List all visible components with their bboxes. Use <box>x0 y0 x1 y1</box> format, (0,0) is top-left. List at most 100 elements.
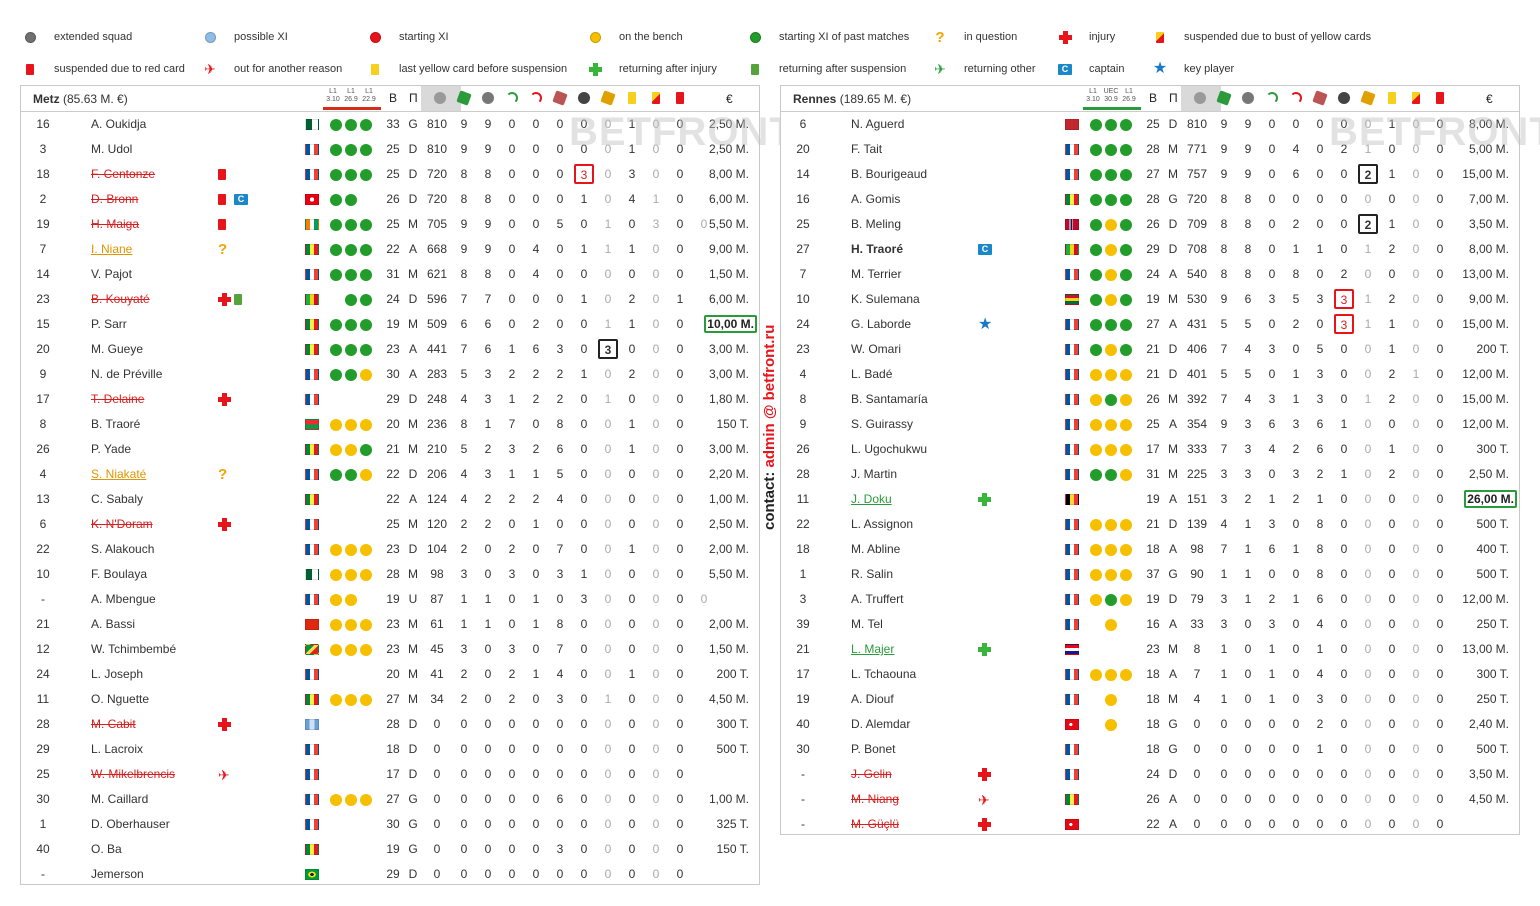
player-name[interactable]: M. Tel <box>851 617 883 631</box>
player-row[interactable]: - M. Güçlü 22 A 0 0 0 0 0 0 0 0 0 0 0 <box>781 812 1519 837</box>
player-name[interactable]: K. Sulemana <box>851 292 920 306</box>
player-row[interactable]: 1 R. Salin 37 G 90 1 1 0 0 8 0 0 0 0 0 500 T. <box>781 562 1519 587</box>
player-name[interactable]: B. Santamaría <box>851 392 928 406</box>
player-name[interactable]: R. Salin <box>851 567 894 581</box>
player-row[interactable]: - Jemerson 29 D 0 0 0 0 0 0 0 0 0 0 0 <box>21 862 759 887</box>
player-name[interactable]: B. Kouyaté <box>91 292 150 306</box>
player-row[interactable]: 9 N. de Préville 30 A 283 5 3 2 2 2 1 0 2 0 0 3,00 M. <box>21 362 759 387</box>
player-name[interactable]: W. Tchimbembé <box>91 642 177 656</box>
player-row[interactable]: 40 O. Ba 19 G 0 0 0 0 0 3 0 0 0 0 0 150 T. <box>21 837 759 862</box>
player-row[interactable]: 11 O. Nguette 27 M 34 2 0 2 0 3 0 1 0 0 0 4,50 M. <box>21 687 759 712</box>
player-name[interactable]: A. Diouf <box>851 692 894 706</box>
player-name[interactable]: M. Cabit <box>91 717 136 731</box>
player-row[interactable]: 19 A. Diouf 18 M 4 1 0 1 0 3 0 0 0 0 0 250 T. <box>781 687 1519 712</box>
player-row[interactable]: 6 K. N'Doram 25 M 120 2 2 0 1 0 0 0 0 0 0 2,50 M. <box>21 512 759 537</box>
player-name[interactable]: A. Oukidja <box>91 117 147 131</box>
player-name[interactable]: S. Alakouch <box>91 542 155 556</box>
player-row[interactable]: 21 L. Majer 23 M 8 1 0 1 0 1 0 0 0 0 0 13,00 M. <box>781 637 1519 662</box>
player-name[interactable]: N. Aguerd <box>851 117 905 131</box>
player-name[interactable]: T. Delaine <box>91 392 145 406</box>
player-name[interactable]: S. Guirassy <box>851 417 914 431</box>
player-row[interactable]: 10 F. Boulaya 28 M 98 3 0 3 0 3 1 0 0 0 0 5,50 M. <box>21 562 759 587</box>
player-name[interactable]: W. Omari <box>851 342 901 356</box>
player-name[interactable]: L. Joseph <box>91 667 144 681</box>
player-row[interactable]: - M. Niang ✈ 26 A 0 0 0 0 0 0 0 0 0 0 0 4,50 M. <box>781 787 1519 812</box>
player-row[interactable]: 30 P. Bonet 18 G 0 0 0 0 0 1 0 0 0 0 0 500 T. <box>781 737 1519 762</box>
player-name[interactable]: M. Niang <box>851 792 900 806</box>
player-name[interactable]: C. Sabaly <box>91 492 144 506</box>
player-name[interactable]: M. Terrier <box>851 267 902 281</box>
player-name[interactable]: J. Martin <box>851 467 898 481</box>
player-row[interactable]: - A. Mbengue 19 U 87 1 1 0 1 0 3 0 0 0 0 0 <box>21 587 759 612</box>
player-name[interactable]: M. Caillard <box>91 792 149 806</box>
player-row[interactable]: 23 W. Omari 21 D 406 7 4 3 0 5 0 0 1 0 0 200 T. <box>781 337 1519 362</box>
player-name[interactable]: W. Mikelbrencis <box>91 767 176 781</box>
player-name[interactable]: G. Laborde <box>851 317 912 331</box>
player-row[interactable]: 10 K. Sulemana 19 M 530 9 6 3 5 3 3 1 2 0 0 9,00 M. <box>781 287 1519 312</box>
player-row[interactable]: 24 L. Joseph 20 M 41 2 0 2 1 4 0 0 1 0 0 200 T. <box>21 662 759 687</box>
player-name[interactable]: D. Alemdar <box>851 717 911 731</box>
player-row[interactable]: 26 L. Ugochukwu 17 M 333 7 3 4 2 6 0 0 1 0 0 300 T. <box>781 437 1519 462</box>
player-row[interactable]: 8 B. Santamaría 26 M 392 7 4 3 1 3 0 1 2 0 0 15,00 M. <box>781 387 1519 412</box>
player-row[interactable]: 39 M. Tel 16 A 33 3 0 3 0 4 0 0 0 0 0 250 T. <box>781 612 1519 637</box>
player-row[interactable]: 17 T. Delaine 29 D 248 4 3 1 2 2 0 1 0 0 0 1,80 M. <box>21 387 759 412</box>
player-row[interactable]: 24 G. Laborde ★ 27 A 431 5 5 0 2 0 3 1 1 0 0 15,00 M. <box>781 312 1519 337</box>
player-row[interactable]: 1 D. Oberhauser 30 G 0 0 0 0 0 0 0 0 0 0 0 325 T. <box>21 812 759 837</box>
player-row[interactable]: 19 H. Maiga 25 M 705 9 9 0 0 5 0 1 0 3 0 0 5,50 M. <box>21 212 759 237</box>
player-name[interactable]: O. Nguette <box>91 692 150 706</box>
player-row[interactable]: 29 L. Lacroix 18 D 0 0 0 0 0 0 0 0 0 0 0 500 T. <box>21 737 759 762</box>
player-name[interactable]: B. Meling <box>851 217 902 231</box>
player-row[interactable]: 22 L. Assignon 21 D 139 4 1 3 0 8 0 0 0 0 0 500 T. <box>781 512 1519 537</box>
player-name[interactable]: B. Bourigeaud <box>851 167 928 181</box>
player-name[interactable]: H. Traoré <box>851 242 904 256</box>
player-name[interactable]: F. Boulaya <box>91 567 148 581</box>
player-row[interactable]: 15 P. Sarr 19 M 509 6 6 0 2 0 0 1 1 0 0 10,00 M. <box>21 312 759 337</box>
player-name[interactable]: L. Assignon <box>851 517 914 531</box>
player-name[interactable]: L. Majer <box>851 642 895 656</box>
player-name[interactable]: N. de Préville <box>91 367 163 381</box>
player-row[interactable]: 11 J. Doku 19 A 151 3 2 1 2 1 0 0 0 0 0 26,00 M. <box>781 487 1519 512</box>
player-name[interactable]: V. Pajot <box>91 267 132 281</box>
player-row[interactable]: 7 I. Niane? 22 A 668 9 9 0 4 0 1 1 1 0 0 9,00 M. <box>21 237 759 262</box>
player-row[interactable]: 3 A. Truffert 19 D 79 3 1 2 1 6 0 0 0 0 0 12,00 M. <box>781 587 1519 612</box>
player-row[interactable]: 4 L. Badé 21 D 401 5 5 0 1 3 0 0 2 1 0 12,00 M. <box>781 362 1519 387</box>
player-name[interactable]: K. N'Doram <box>91 517 153 531</box>
player-row[interactable]: 21 A. Bassi 23 M 61 1 1 0 1 8 0 0 0 0 0 2,00 M. <box>21 612 759 637</box>
player-name[interactable]: A. Gomis <box>851 192 901 206</box>
player-name[interactable]: O. Ba <box>91 842 122 856</box>
player-row[interactable]: 13 C. Sabaly 22 A 124 4 2 2 2 4 0 0 0 0 0 1,00 M. <box>21 487 759 512</box>
player-row[interactable]: 14 B. Bourigeaud 27 M 757 9 9 0 6 0 0 2 1 0 0 15,00 M. <box>781 162 1519 187</box>
player-name[interactable]: P. Bonet <box>851 742 896 756</box>
player-name[interactable]: J. Gelin <box>851 767 892 781</box>
player-name[interactable]: M. Udol <box>91 142 133 156</box>
player-name[interactable]: L. Tchaouna <box>851 667 917 681</box>
player-row[interactable]: 17 L. Tchaouna 18 A 7 1 0 1 0 4 0 0 0 0 0 300 T. <box>781 662 1519 687</box>
player-name[interactable]: S. Niakaté <box>91 467 147 481</box>
player-row[interactable]: 30 M. Caillard 27 G 0 0 0 0 0 6 0 0 0 0 0 1,00 M. <box>21 787 759 812</box>
player-row[interactable]: 22 S. Alakouch 23 D 104 2 0 2 0 7 0 0 1 0 0 2,00 M. <box>21 537 759 562</box>
player-row[interactable]: 20 M. Gueye 23 A 441 7 6 1 6 3 0 3 0 0 0 3,00 M. <box>21 337 759 362</box>
player-row[interactable]: 3 M. Udol 25 D 810 9 9 0 0 0 0 0 1 0 0 2,50 M. <box>21 137 759 162</box>
player-row[interactable]: 16 A. Oukidja 33 G 810 9 9 0 0 0 0 0 1 0 0 2,50 M. <box>21 112 759 137</box>
player-name[interactable]: D. Oberhauser <box>91 817 170 831</box>
player-name[interactable]: L. Ugochukwu <box>851 442 928 456</box>
player-name[interactable]: L. Lacroix <box>91 742 144 756</box>
player-row[interactable]: 25 W. Mikelbrencis ✈ 17 D 0 0 0 0 0 0 0 0 0 0 0 <box>21 762 759 787</box>
player-name[interactable]: H. Maiga <box>91 217 140 231</box>
player-row[interactable]: 9 S. Guirassy 25 A 354 9 3 6 3 6 1 0 0 0 0 12,00 M. <box>781 412 1519 437</box>
player-name[interactable]: M. Güçlü <box>851 817 900 831</box>
player-row[interactable]: 2 D. Bronn C 26 D 720 8 8 0 0 0 1 0 4 1 0 6,00 M. <box>21 187 759 212</box>
player-row[interactable]: 23 B. Kouyaté 24 D 596 7 7 0 0 0 1 0 2 0 1 6,00 M. <box>21 287 759 312</box>
player-name[interactable]: L. Badé <box>851 367 893 381</box>
player-name[interactable]: P. Sarr <box>91 317 127 331</box>
player-row[interactable]: 14 V. Pajot 31 M 621 8 8 0 4 0 0 0 0 0 0 1,50 M. <box>21 262 759 287</box>
player-name[interactable]: M. Abline <box>851 542 901 556</box>
player-row[interactable]: 4 S. Niakaté? 22 D 206 4 3 1 1 5 0 0 0 0 0 2,20 M. <box>21 462 759 487</box>
player-row[interactable]: 12 W. Tchimbembé 23 M 45 3 0 3 0 7 0 0 0 0 0 1,50 M. <box>21 637 759 662</box>
player-row[interactable]: 28 J. Martin 31 M 225 3 3 0 3 2 1 0 2 0 0 2,50 M. <box>781 462 1519 487</box>
player-name[interactable]: A. Bassi <box>91 617 136 631</box>
player-name[interactable]: Jemerson <box>91 867 144 881</box>
player-row[interactable]: 25 B. Meling 26 D 709 8 8 0 2 0 0 2 1 0 0 3,50 M. <box>781 212 1519 237</box>
player-row[interactable]: 18 M. Abline 18 A 98 7 1 6 1 8 0 0 0 0 0 400 T. <box>781 537 1519 562</box>
player-row[interactable]: 8 B. Traoré 20 M 236 8 1 7 0 8 0 0 1 0 0 150 T. <box>21 412 759 437</box>
